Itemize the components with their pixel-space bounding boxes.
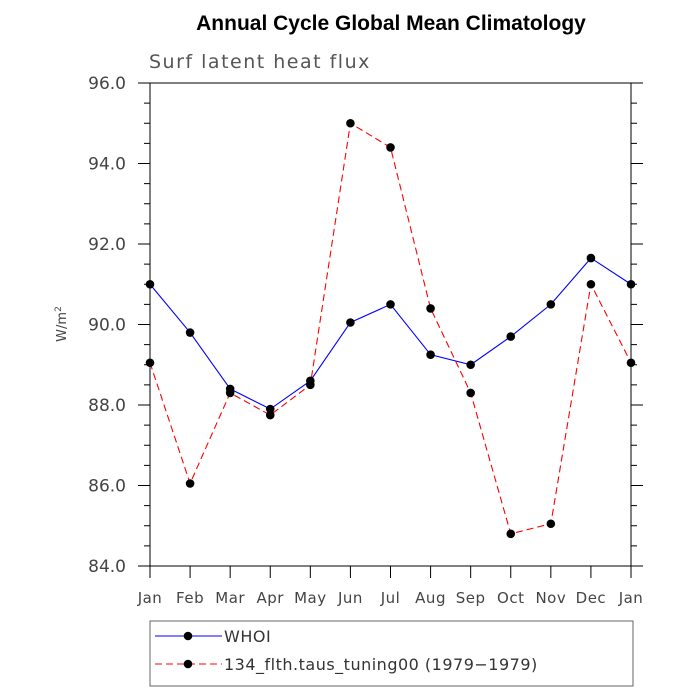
x-tick-label: Jun: [337, 589, 363, 607]
y-tick-label: 84.0: [88, 557, 126, 577]
data-point: [306, 380, 315, 390]
data-point: [185, 479, 195, 488]
data-point: [346, 118, 355, 128]
x-tick-label: Jul: [380, 589, 401, 607]
data-point: [346, 318, 355, 327]
x-tick-label: Jan: [137, 589, 163, 607]
legend-box: [149, 620, 634, 687]
x-tick-label: Oct: [497, 589, 524, 607]
x-tick-label: Aug: [415, 589, 446, 607]
legend-marker: [183, 631, 193, 641]
series-line: [149, 122, 632, 535]
data-point: [506, 529, 516, 539]
legend-label: WHOI: [224, 627, 271, 646]
x-axis: Jan Feb Mar Apr May Jun Jul Aug Sep Oct Nov Dec Jan: [137, 566, 644, 607]
legend-entry: WHOI: [155, 627, 271, 646]
data-point: [586, 279, 596, 289]
data-point: [426, 304, 435, 313]
x-tick-label: Sep: [456, 589, 486, 607]
series-1: [149, 257, 632, 410]
series-2-markers: [145, 118, 636, 539]
series-2: [149, 122, 632, 535]
x-tick-label: Jan: [618, 589, 644, 607]
data-point: [185, 328, 195, 337]
data-point: [225, 388, 235, 398]
x-tick-label: Apr: [257, 589, 285, 607]
data-point: [466, 360, 475, 370]
data-point: [145, 358, 155, 368]
data-point: [426, 350, 435, 359]
data-point: [586, 253, 596, 263]
legend-entry: 134_flth.taus_tuning00 (1979−1979): [155, 655, 538, 675]
x-tick-label: Mar: [215, 589, 245, 607]
data-point: [386, 300, 395, 309]
y-axis: 84.0 86.0 88.0 90.0 92.0 94.0 96.0: [88, 74, 643, 577]
series-1-markers: [145, 253, 636, 414]
data-point: [265, 410, 275, 420]
y-tick-label: 88.0: [88, 396, 126, 416]
y-tick-label: 94.0: [88, 155, 126, 175]
data-point: [466, 388, 475, 398]
data-point: [626, 279, 636, 289]
data-point: [145, 279, 155, 289]
series-layer: [145, 118, 636, 539]
y-tick-label: 92.0: [88, 235, 126, 255]
data-point: [546, 300, 556, 309]
legend-marker: [183, 659, 193, 669]
y-axis-label: W/m2: [54, 306, 70, 342]
x-tick-label: Dec: [576, 589, 607, 607]
y-tick-label: 86.0: [88, 477, 126, 497]
data-point: [265, 404, 275, 414]
data-point: [506, 332, 516, 341]
data-point: [546, 519, 556, 529]
data-point: [626, 358, 636, 368]
x-tick-label: Feb: [176, 589, 204, 607]
chart-title: Annual Cycle Global Mean Climatology: [196, 12, 586, 35]
x-tick-label: Nov: [535, 589, 566, 607]
y-tick-label: 96.0: [88, 74, 126, 94]
plot-frame: [149, 82, 632, 567]
data-point: [386, 143, 395, 152]
y-tick-label: 90.0: [88, 316, 126, 336]
legend: WHOI 134_flth.taus_tuning00 (1979−1979): [149, 620, 634, 687]
series-line: [149, 257, 632, 410]
x-tick-label: May: [294, 589, 327, 607]
legend-label: 134_flth.taus_tuning00 (1979−1979): [224, 655, 538, 675]
chart-subtitle: Surf latent heat flux: [149, 51, 371, 73]
